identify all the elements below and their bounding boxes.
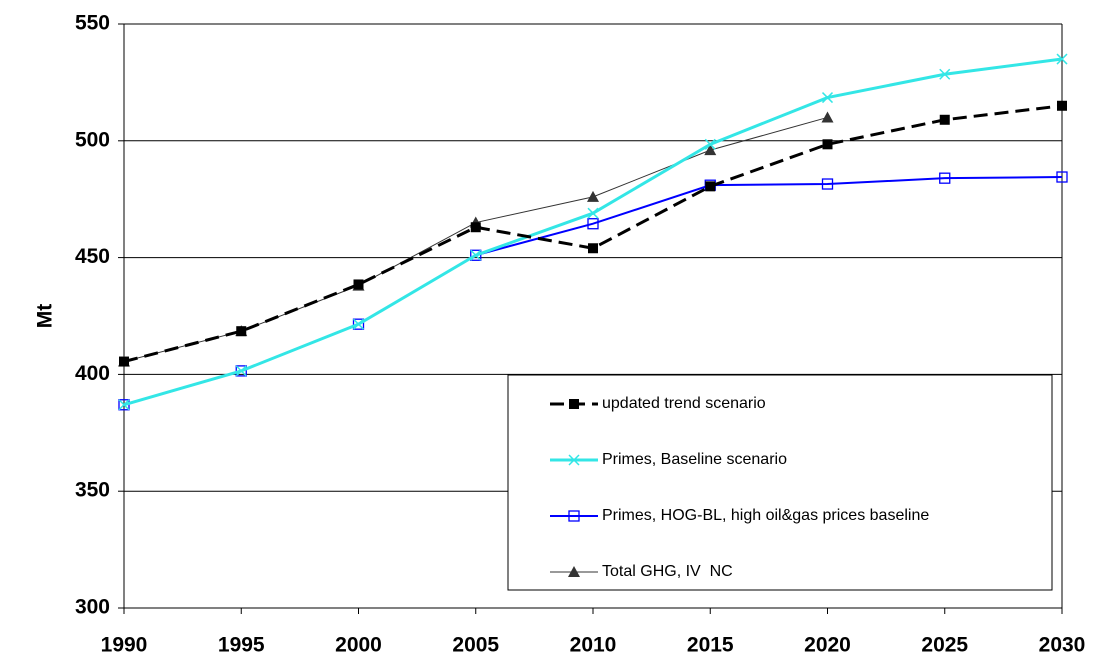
marker xyxy=(568,510,580,522)
x-tick-label: 1990 xyxy=(101,634,148,657)
marker xyxy=(587,190,599,202)
marker xyxy=(236,326,247,337)
y-tick-label: 550 xyxy=(75,12,110,35)
series-line xyxy=(123,57,1063,407)
legend-label: updated trend scenario xyxy=(602,395,766,412)
marker xyxy=(118,399,130,411)
x-tick-label: 1995 xyxy=(218,634,265,657)
marker xyxy=(470,222,481,233)
marker xyxy=(352,318,365,330)
y-tick-label: 350 xyxy=(75,479,110,502)
marker xyxy=(587,207,599,219)
y-axis-label: Mt xyxy=(34,304,57,329)
legend-label: Primes, Baseline scenario xyxy=(602,451,787,468)
marker xyxy=(587,218,599,230)
marker xyxy=(821,111,834,123)
x-tick-label: 2000 xyxy=(335,634,382,657)
marker xyxy=(1057,100,1067,111)
series-line xyxy=(123,104,1063,364)
marker xyxy=(704,144,717,156)
legend-label: Primes, HOG-BL, high oil&gas prices base… xyxy=(602,507,929,524)
marker xyxy=(1056,171,1068,183)
x-tick-label: 2030 xyxy=(1039,634,1086,657)
marker xyxy=(568,454,580,466)
marker xyxy=(568,566,580,577)
marker xyxy=(588,243,598,254)
marker xyxy=(705,181,716,192)
x-tick-label: 2015 xyxy=(687,634,734,657)
x-tick-label: 2010 xyxy=(570,634,617,657)
marker xyxy=(821,92,834,104)
marker xyxy=(939,68,951,80)
marker xyxy=(569,399,579,409)
y-tick-label: 450 xyxy=(75,245,110,268)
y-tick-label: 300 xyxy=(75,596,110,619)
x-tick-label: 2025 xyxy=(921,634,968,657)
x-tick-label: 2020 xyxy=(804,634,851,657)
y-tick-label: 500 xyxy=(75,128,110,151)
series-line xyxy=(123,176,1063,406)
marker xyxy=(939,114,950,125)
marker xyxy=(822,139,833,150)
marker xyxy=(470,249,482,261)
marker xyxy=(821,178,834,190)
x-tick-label: 2005 xyxy=(452,634,499,657)
series-line xyxy=(123,116,828,363)
marker xyxy=(470,249,482,261)
legend-label: Total GHG, IV NC xyxy=(602,563,733,580)
marker xyxy=(119,356,129,367)
marker xyxy=(704,138,716,150)
y-tick-label: 400 xyxy=(75,362,110,385)
legend-box xyxy=(507,374,1053,591)
marker xyxy=(235,365,247,377)
marker xyxy=(939,172,951,184)
marker xyxy=(352,318,365,330)
marker xyxy=(353,279,364,290)
marker xyxy=(1056,53,1068,65)
